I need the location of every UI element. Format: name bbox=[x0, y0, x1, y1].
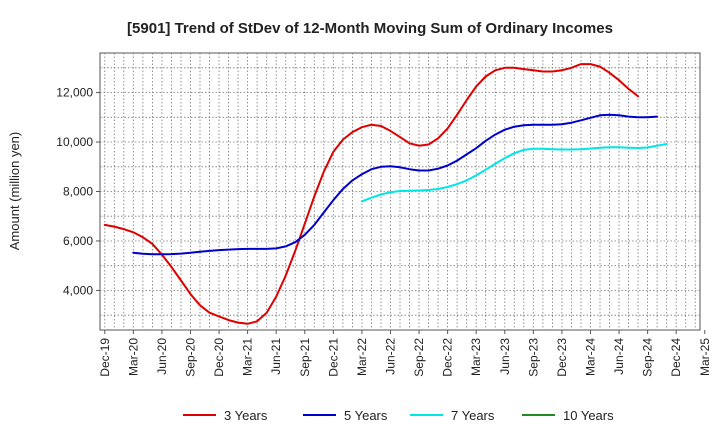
x-axis: Dec-19 Mar-20 Jun-20 Sep-20 Dec-20 Mar-21 Jun-… bbox=[98, 330, 712, 377]
x-tick-label: Mar-23 bbox=[469, 338, 483, 376]
x-tick-label: Dec-20 bbox=[212, 338, 226, 377]
x-tick-label: Jun-23 bbox=[498, 338, 512, 375]
legend-label: 7 Years bbox=[451, 408, 495, 423]
legend: 3 Years 5 Years 7 Years 10 Years bbox=[183, 408, 614, 423]
y-tick-label: 10,000 bbox=[56, 135, 93, 149]
x-tick-label: Sep-21 bbox=[298, 338, 312, 377]
y-axis-label: Amount (million yen) bbox=[7, 132, 22, 251]
x-tick-label: Mar-21 bbox=[241, 338, 255, 376]
x-tick-label: Mar-24 bbox=[584, 338, 598, 376]
y-tick-label: 8,000 bbox=[63, 185, 93, 199]
series-line-7-years bbox=[360, 143, 668, 203]
x-tick-label: Mar-25 bbox=[698, 338, 712, 376]
x-tick-label: Jun-21 bbox=[269, 338, 283, 375]
x-tick-label: Jun-22 bbox=[384, 338, 398, 375]
x-tick-label: Sep-20 bbox=[184, 338, 198, 377]
x-tick-label: Jun-20 bbox=[155, 338, 169, 375]
chart-title: [5901] Trend of StDev of 12-Month Moving… bbox=[127, 20, 613, 37]
series-line-3-years bbox=[103, 63, 640, 325]
y-tick-label: 6,000 bbox=[63, 234, 93, 248]
x-tick-label: Dec-24 bbox=[669, 338, 683, 377]
y-tick-label: 12,000 bbox=[56, 86, 93, 100]
legend-label: 5 Years bbox=[344, 408, 388, 423]
legend-label: 10 Years bbox=[563, 408, 614, 423]
x-tick-label: Sep-24 bbox=[641, 338, 655, 377]
y-axis: 4,000 6,000 8,000 10,000 12,000 bbox=[56, 86, 100, 297]
x-tick-label: Dec-22 bbox=[441, 338, 455, 377]
series-line-5-years bbox=[132, 113, 659, 256]
x-tick-label: Sep-23 bbox=[526, 338, 540, 377]
x-tick-label: Jun-24 bbox=[612, 338, 626, 375]
series-lines bbox=[103, 63, 668, 325]
x-tick-label: Mar-20 bbox=[126, 338, 140, 376]
x-tick-label: Dec-19 bbox=[98, 338, 112, 377]
x-tick-label: Dec-21 bbox=[326, 338, 340, 377]
legend-label: 3 Years bbox=[224, 408, 268, 423]
y-tick-label: 4,000 bbox=[63, 283, 93, 297]
x-tick-label: Dec-23 bbox=[555, 338, 569, 377]
x-tick-label: Sep-22 bbox=[412, 338, 426, 377]
grid bbox=[100, 53, 700, 330]
x-tick-label: Mar-22 bbox=[355, 338, 369, 376]
